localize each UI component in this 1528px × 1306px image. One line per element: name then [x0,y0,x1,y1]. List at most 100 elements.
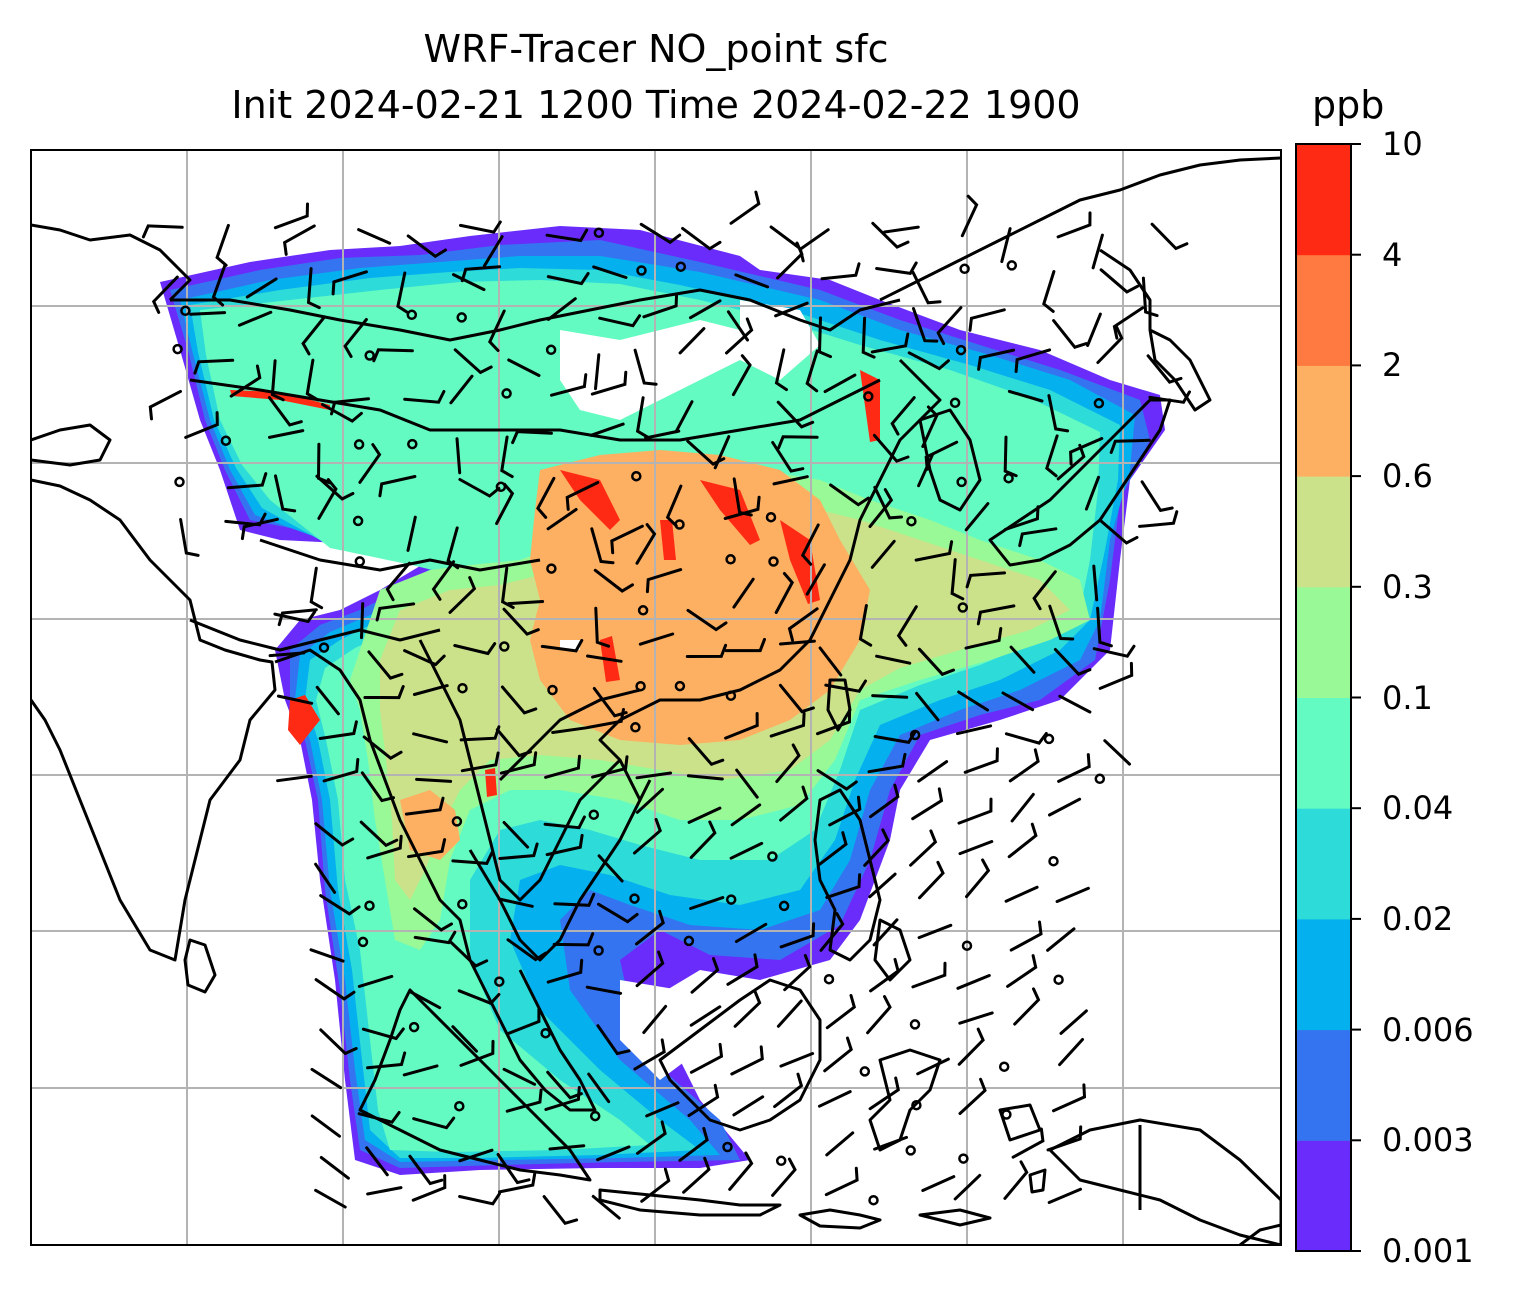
wind-barb [546,297,577,321]
wind-barb [366,1186,403,1196]
wind-barb-calm [545,344,557,356]
wind-barb [277,608,318,627]
wind-barb [498,1171,537,1194]
wind-barb-calm [905,1145,916,1156]
wind-barb [914,540,954,562]
wind-barb [911,270,942,305]
wind-barb [366,834,403,860]
wind-barb [868,488,894,528]
wind-barb [640,1167,671,1203]
wind-barb [1138,510,1179,528]
wind-barb [917,453,934,488]
wind-barb [816,708,852,736]
wind-barb [825,1131,855,1157]
wind-barb [330,397,370,416]
wind-barb-calm [674,680,686,692]
colorbar-frame [1295,143,1352,1252]
wind-barb-calm [501,388,512,399]
wind-barb [776,241,804,280]
wind-barb [732,477,753,517]
wind-barb [367,650,404,680]
wind-barb [310,1114,341,1138]
wind-barb [1009,920,1043,952]
wind-barb [1046,927,1076,952]
wind-barb-calm [588,809,600,820]
wind-barb [820,262,861,281]
wind-barb [936,306,963,346]
wind-barb [460,751,500,773]
wind-barb [778,683,815,714]
wind-barb [415,777,453,783]
wind-barb [912,307,939,343]
wind-barb [317,478,338,520]
wind-barb [457,989,501,1006]
wind-barb [861,316,876,359]
wind-barb [1092,564,1099,602]
wind-barb [396,271,410,315]
wind-barb [403,390,446,404]
wind-barb [511,430,553,445]
wind-barb [964,627,1003,650]
wind-barb [1048,604,1075,641]
wind-barb [956,724,993,736]
wind-barb [957,797,993,825]
wind-barb [1057,753,1091,783]
wind-barb [665,484,683,528]
wind-barb [309,566,324,610]
wind-barb [872,918,899,947]
wind-barb-calm [961,940,973,951]
wind-barb [976,604,1016,626]
wind-barb [870,332,910,354]
wind-barb-calm [357,936,369,948]
wind-barb-calm [725,554,736,565]
colorbar-tick-label: 0.1 [1382,678,1433,717]
wind-barb [870,539,896,569]
wind-barb [639,222,682,245]
wind-barb-calm [454,1100,465,1112]
wind-barb [1055,886,1090,903]
wind-barb [540,638,584,653]
wind-barb [911,961,947,989]
wind-barb [357,228,392,245]
wind-barb [964,502,990,532]
wind-barb [412,1116,456,1130]
wind-barb-calm [629,893,640,904]
wind-barb [873,730,917,745]
wind-barb-calm [630,722,641,733]
wind-barb [824,1166,859,1197]
wind-barb [273,610,317,624]
wind-barb [866,995,892,1035]
wind-barb-calm [364,350,375,361]
wind-barb [734,273,770,289]
wind-barb [455,437,462,475]
wind-barb-calm [546,563,557,574]
wind-barb [686,608,728,632]
wind-barb [867,752,907,774]
wind-barb [402,1064,439,1077]
wind-barb [412,732,449,744]
wind-barb [1092,644,1136,658]
wind-barb-calm [593,945,604,956]
wind-barb [956,974,991,990]
wind-barb [590,527,615,565]
wind-barb [824,679,867,693]
wind-barb [779,922,816,949]
colorbar-swatch [1296,365,1351,477]
wind-barb [378,475,417,498]
wind-barb [829,483,870,507]
wind-barb-calm [408,1021,420,1033]
wind-barb [909,829,938,867]
wind-barb [459,1039,495,1067]
wind-barb [507,600,545,606]
wind-barb [775,743,801,783]
wind-barb [597,902,639,924]
wind-barb [869,783,900,819]
wind-barb [1046,1125,1083,1152]
wind-barb [596,1024,631,1056]
wind-barb [921,1175,956,1192]
wind-barb [361,1027,405,1041]
wind-barb [1052,319,1088,349]
wind-barb [1032,570,1057,611]
wind-barb [406,234,447,259]
colorbar-tick-label: 2 [1382,346,1403,385]
